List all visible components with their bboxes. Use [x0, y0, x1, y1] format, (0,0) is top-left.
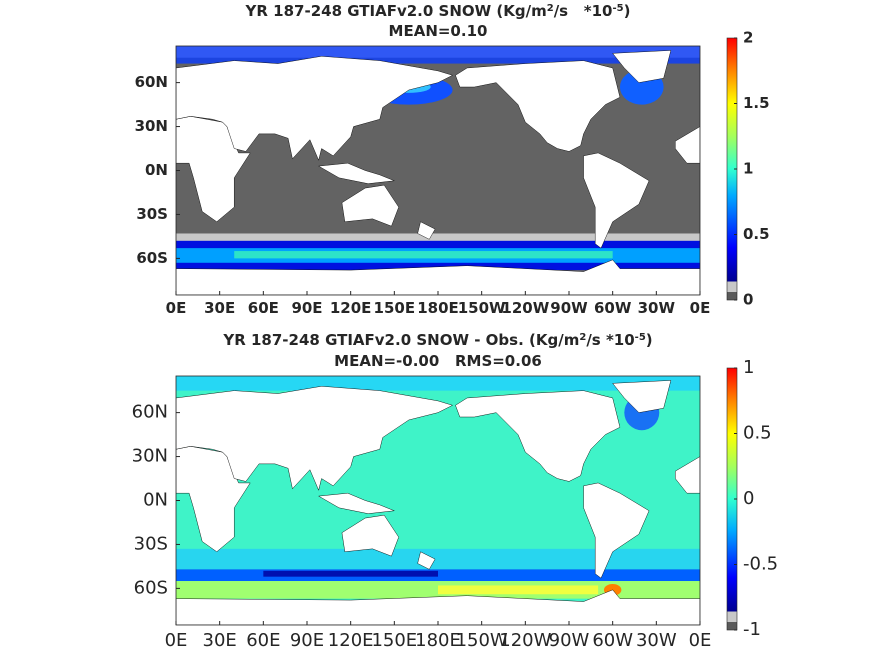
title-text: YR 187-248 GTIAFv2.0 SNOW - Obs. (Kg/m	[222, 331, 579, 349]
y-tick-label: 30N	[132, 446, 168, 467]
x-tick-label: 30E	[203, 630, 237, 651]
map-2	[176, 376, 700, 625]
y-tick-label: 0N	[145, 161, 168, 179]
colorbar-tick-label: 1.5	[743, 94, 770, 112]
map-1	[176, 46, 700, 295]
x-tick-label: 150E	[371, 630, 417, 651]
colorbar-tick-label: 0	[743, 488, 754, 509]
x-tick-label: 90W	[550, 299, 588, 317]
x-tick-label: 150W	[456, 630, 508, 651]
y-tick-label: 30N	[135, 117, 168, 135]
panel-title: YR 187-248 GTIAFv2.0 SNOW (Kg/m2/s *10-5…	[245, 2, 631, 20]
x-tick-label: 30E	[204, 299, 235, 317]
y-tick-label: 60S	[134, 577, 168, 598]
x-tick-label: 30W	[638, 299, 676, 317]
title-text: YR 187-248 GTIAFv2.0 SNOW (Kg/m	[245, 2, 547, 20]
x-tick-label: 90E	[290, 630, 324, 651]
x-tick-label: 30W	[636, 630, 677, 651]
title-superscript: 2	[547, 3, 554, 14]
colorbar-tick-label: -0.5	[743, 554, 778, 575]
title-text: )	[624, 2, 631, 20]
y-tick-label: 60N	[132, 402, 168, 423]
title-text: )	[646, 331, 653, 349]
x-tick-label: 0E	[165, 630, 188, 651]
title-superscript: 2	[579, 332, 586, 343]
x-tick-label: 150E	[374, 299, 416, 317]
y-tick-label: 30S	[134, 533, 168, 554]
x-tick-label: 120W	[499, 630, 551, 651]
colorbar-tick-label: 2	[743, 29, 753, 47]
panel-title: YR 187-248 GTIAFv2.0 SNOW - Obs. (Kg/m2/…	[222, 331, 652, 349]
colorbar-tick-label: 0.5	[743, 225, 770, 243]
title-text: /s *10	[554, 2, 613, 20]
colorbar-tick-label: 1	[743, 357, 754, 378]
x-tick-label: 60W	[594, 299, 632, 317]
y-tick-label: 30S	[136, 205, 168, 223]
title-superscript: -5	[613, 3, 624, 14]
x-tick-label: 60W	[592, 630, 633, 651]
x-tick-label: 120W	[501, 299, 549, 317]
x-tick-label: 0E	[166, 299, 187, 317]
colorbar-tick-label: 0	[743, 291, 753, 309]
x-tick-label: 60E	[248, 299, 279, 317]
x-tick-label: 0E	[690, 299, 711, 317]
colorbar-tick-label: 1	[743, 160, 753, 178]
x-tick-label: 60E	[246, 630, 280, 651]
title-text: /s *10	[586, 331, 634, 349]
x-tick-label: 180E	[417, 299, 459, 317]
x-tick-label: 180E	[415, 630, 461, 651]
x-tick-label: 90W	[549, 630, 590, 651]
x-tick-label: 0E	[689, 630, 712, 651]
colorbar-tick-label: -1	[743, 619, 761, 640]
y-tick-label: 0N	[143, 490, 168, 511]
x-tick-label: 120E	[328, 630, 374, 651]
panel-subtitle: MEAN=-0.00 RMS=0.06	[334, 352, 542, 370]
y-tick-label: 60N	[135, 73, 168, 91]
x-tick-label: 90E	[291, 299, 322, 317]
panel-subtitle: MEAN=0.10	[389, 22, 488, 40]
x-tick-label: 150W	[458, 299, 506, 317]
title-superscript: -5	[635, 332, 646, 343]
x-tick-label: 120E	[330, 299, 372, 317]
colorbar-tick-label: 0.5	[743, 423, 772, 444]
y-tick-label: 60S	[136, 249, 168, 267]
